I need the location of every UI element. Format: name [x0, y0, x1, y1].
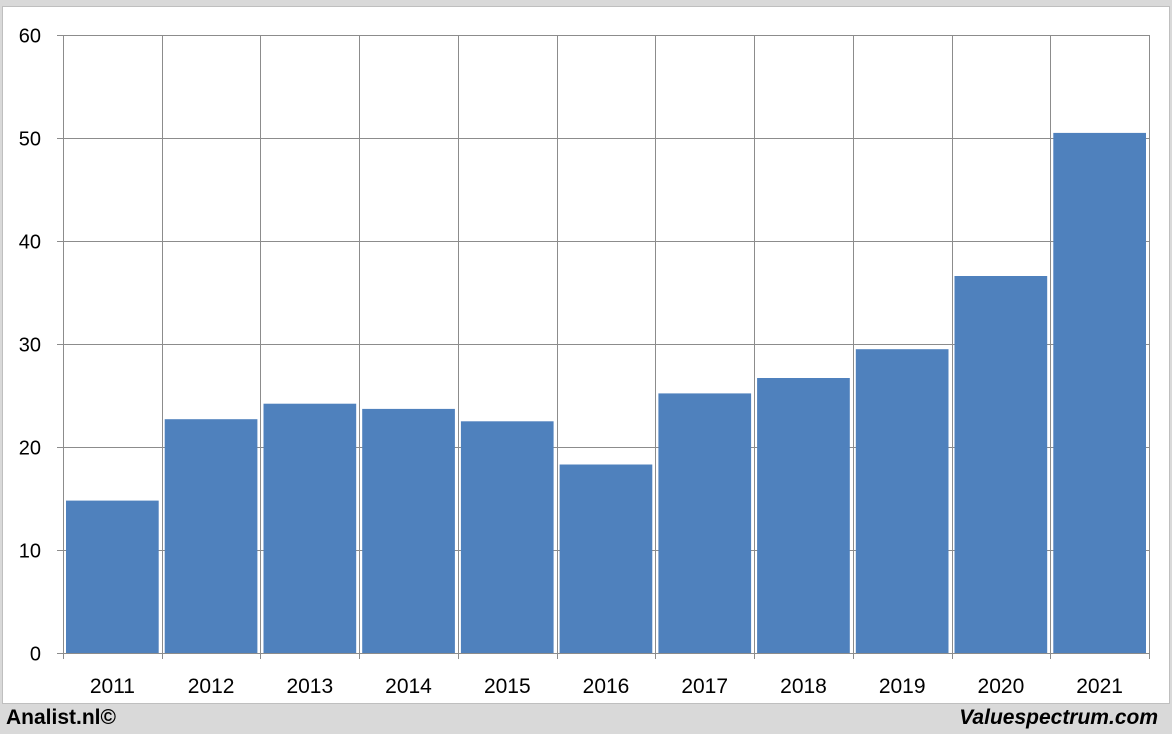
- y-tick-label: 0: [30, 644, 41, 666]
- bar-chart: 0 10 20 30 40 50 60 2011 2012 2013 2014 2015 2016 201…: [19, 26, 1150, 698]
- bar-2017: [658, 393, 752, 653]
- y-tick-label: 50: [19, 129, 41, 151]
- y-tick-label: 60: [19, 26, 41, 48]
- bar-2013: [263, 403, 357, 653]
- x-tick-label: 2021: [1076, 675, 1123, 698]
- footer: Analist.nl© Valuespectrum.com: [0, 704, 1172, 734]
- bar-2014: [362, 408, 455, 653]
- valuespectrum-credit: Valuespectrum.com: [959, 706, 1158, 729]
- bar-2015: [460, 421, 554, 654]
- bar-2021: [1053, 132, 1146, 653]
- x-tick-label: 2013: [286, 675, 333, 698]
- x-tick-label: 2011: [90, 675, 135, 698]
- bar-2012: [164, 419, 258, 653]
- y-tick-label: 40: [19, 232, 41, 254]
- x-tick-label: 2014: [385, 675, 432, 698]
- x-tick-label: 2017: [681, 675, 728, 698]
- y-tick-label: 10: [19, 541, 41, 563]
- bar-2019: [855, 349, 949, 653]
- chart-frame: 0 10 20 30 40 50 60 2011 2012 2013 2014 2015 2016 201…: [2, 6, 1170, 704]
- x-tick-label: 2015: [484, 675, 531, 698]
- bar-2016: [559, 464, 653, 653]
- bar-2020: [954, 276, 1048, 653]
- x-tick-label: 2012: [188, 675, 235, 698]
- y-tick-label: 20: [19, 438, 41, 460]
- x-tick-label: 2016: [583, 675, 630, 698]
- analist-credit: Analist.nl©: [6, 706, 116, 729]
- x-tick-label: 2019: [879, 675, 926, 698]
- bar-2011: [66, 500, 159, 653]
- x-tick-label: 2018: [780, 675, 827, 698]
- x-tick-label: 2020: [978, 675, 1025, 698]
- bar-2018: [757, 378, 850, 653]
- y-tick-label: 30: [19, 335, 41, 357]
